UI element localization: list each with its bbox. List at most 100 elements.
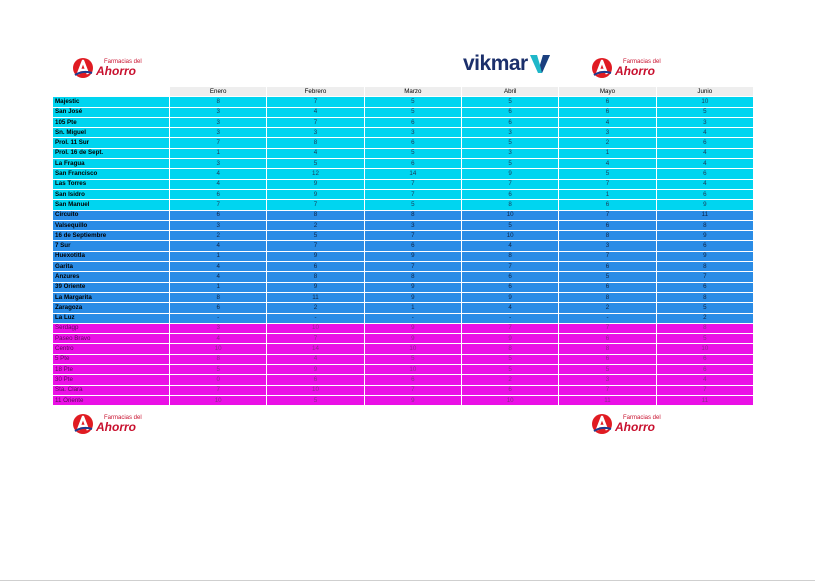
value-cell: 10 <box>655 343 755 355</box>
farmacias-logo-top-right: Farmacias del Ahorro <box>591 57 661 79</box>
value-cell: 9 <box>266 281 365 293</box>
value-cell: 12 <box>266 168 365 180</box>
value-cell: 3 <box>363 219 462 232</box>
value-cell: 8 <box>558 230 657 242</box>
value-cell: 6 <box>460 116 560 129</box>
value-cell: 4 <box>655 374 755 386</box>
value-cell: 10 <box>460 394 560 407</box>
value-cell: 7 <box>363 188 462 201</box>
value-cell: 7 <box>168 137 268 149</box>
value-cell: 5 <box>266 394 365 407</box>
value-cell: 9 <box>266 188 365 201</box>
table-row: 16 de Septiembre 2 5 7 10 8 9 <box>52 230 755 242</box>
value-cell: 7 <box>363 230 462 242</box>
value-cell: 5 <box>558 168 657 180</box>
value-cell: 6 <box>655 353 755 366</box>
value-cell: 4 <box>266 353 365 366</box>
table-row: La Margarita 8 11 9 9 8 8 <box>52 291 755 304</box>
table-row: San Isidro 6 9 7 6 1 6 <box>52 188 755 201</box>
value-cell: 2 <box>558 302 657 314</box>
value-cell: 6 <box>655 281 755 293</box>
store-name-cell: Valsequillo <box>52 219 170 232</box>
value-cell: 9 <box>363 333 462 345</box>
store-name-cell: Anzures <box>52 271 170 283</box>
value-cell: 7 <box>266 96 365 108</box>
value-cell: 6 <box>558 333 657 345</box>
value-cell: 3 <box>168 116 268 129</box>
value-cell: 14 <box>363 168 462 180</box>
store-name-cell: Huexotitla <box>52 250 170 263</box>
table-row: Garita 4 6 7 7 6 8 <box>52 261 755 273</box>
store-name-cell: Paseo Bravo <box>52 333 170 345</box>
value-cell: 8 <box>460 199 560 211</box>
value-cell: 6 <box>363 137 462 149</box>
logo-line1: Farmacias del <box>623 59 661 65</box>
value-cell: 9 <box>460 168 560 180</box>
value-cell: 7 <box>558 322 657 335</box>
store-name-cell: 5 Pte <box>52 353 170 366</box>
value-cell: 9 <box>266 250 365 263</box>
store-name-cell: Circuito <box>52 209 170 221</box>
value-cell: 7 <box>558 209 657 221</box>
value-cell: 4 <box>558 158 657 170</box>
value-cell: 6 <box>266 374 365 386</box>
value-cell: 6 <box>363 240 462 252</box>
value-cell: 11 <box>655 209 755 221</box>
value-cell: 4 <box>655 147 755 160</box>
value-cell: 8 <box>655 291 755 304</box>
value-cell: 7 <box>266 116 365 129</box>
table-row: 7 Sur 4 7 6 4 3 6 <box>52 240 755 252</box>
header-corner <box>52 85 170 98</box>
value-cell: 9 <box>363 322 462 335</box>
logo-line1: Farmacias del <box>623 415 661 421</box>
value-cell: 2 <box>558 137 657 149</box>
value-cell: 4 <box>266 106 365 118</box>
value-cell: 8 <box>363 271 462 283</box>
table-row: Prol. 16 de Sept. 1 4 5 3 1 4 <box>52 147 755 160</box>
table-row: 11 Oriente 10 5 9 10 11 11 <box>52 394 755 407</box>
value-cell: 5 <box>460 364 560 376</box>
value-cell: 7 <box>363 384 462 396</box>
value-cell: 8 <box>655 219 755 232</box>
value-cell: 9 <box>363 281 462 293</box>
value-cell: 8 <box>655 261 755 273</box>
store-name-cell: Serdagp <box>52 322 170 335</box>
farmacias-a-logo-icon <box>73 414 93 434</box>
farmacias-a-logo-icon <box>592 58 612 78</box>
value-cell: 6 <box>558 96 657 108</box>
value-cell: 5 <box>363 147 462 160</box>
value-cell: 7 <box>266 199 365 211</box>
table-row: 39 Oriente 1 9 9 6 6 6 <box>52 281 755 293</box>
table-row: Las Torres 4 9 7 7 7 4 <box>52 178 755 190</box>
table-row: 105 Pte 3 7 6 6 4 3 <box>52 116 755 129</box>
table-row: Anzures 4 8 8 6 5 7 <box>52 271 755 283</box>
value-cell: 5 <box>266 230 365 242</box>
store-name-cell: 18 Pte <box>52 364 170 376</box>
value-cell: 11 <box>655 394 755 407</box>
store-name-cell: Prol. 16 de Sept. <box>52 147 170 160</box>
table-row: Paseo Bravo 4 7 9 9 6 5 <box>52 333 755 345</box>
value-cell: 2 <box>266 302 365 314</box>
value-cell: 7 <box>558 384 657 396</box>
table-row: Huexotitla 1 9 9 8 7 9 <box>52 250 755 263</box>
value-cell: 8 <box>266 137 365 149</box>
value-cell: 3 <box>168 322 268 335</box>
column-header: Abril <box>460 85 560 98</box>
value-cell: 5 <box>363 106 462 118</box>
table-row: Valsequillo 3 2 3 5 6 8 <box>52 219 755 232</box>
value-cell: 9 <box>655 230 755 242</box>
value-cell: 6 <box>558 353 657 366</box>
value-cell: 5 <box>558 271 657 283</box>
value-cell: 6 <box>460 188 560 201</box>
store-name-cell: Sn. Miguel <box>52 127 170 139</box>
column-header: Mayo <box>558 85 657 98</box>
logo-line2: Ahorro <box>96 420 136 434</box>
table-row: Circuito 6 8 8 10 7 11 <box>52 209 755 221</box>
store-name-cell: San Francisco <box>52 168 170 180</box>
value-cell: 9 <box>363 394 462 407</box>
store-name-cell: 39 Oriente <box>52 281 170 293</box>
logo-line2: Ahorro <box>615 420 655 434</box>
value-cell: - <box>363 312 462 324</box>
value-cell: 4 <box>168 178 268 190</box>
value-cell: 7 <box>168 199 268 211</box>
